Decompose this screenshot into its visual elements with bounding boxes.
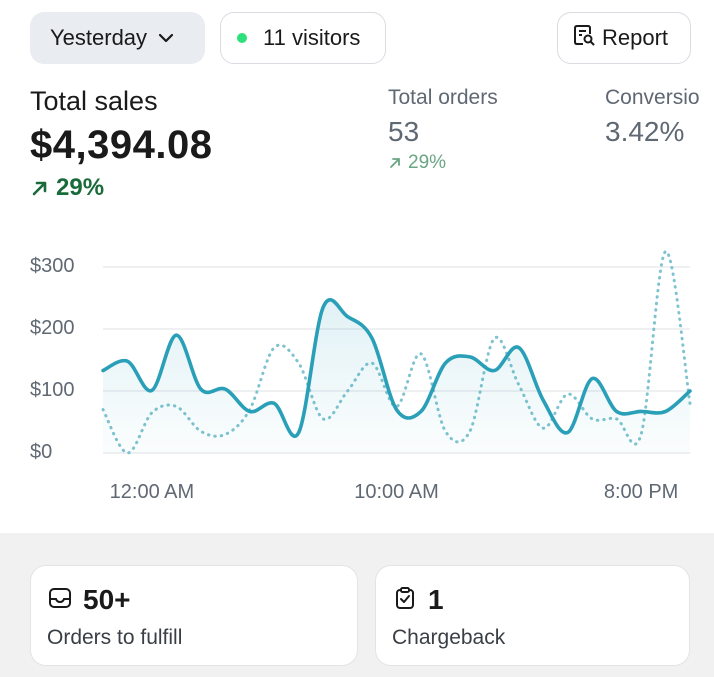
live-dot-icon: [237, 33, 247, 43]
conversion-value: 3.42%: [605, 116, 685, 147]
y-tick-label: $100: [30, 379, 75, 401]
current-series-line: [101, 298, 692, 438]
conversion-metric[interactable]: Conversio 3.42%: [605, 86, 700, 148]
y-tick-label: $300: [30, 255, 75, 277]
total-orders-value: 53: [388, 116, 420, 147]
bottom-panel: 50+ Orders to fulfill 1 Chargeback: [0, 533, 714, 677]
x-tick-label: 12:00 AM: [109, 481, 195, 503]
chargeback-label: Chargeback: [392, 626, 506, 649]
sales-chart[interactable]: $300 $200 $100 $0 12:00 AM 10:00 AM 8:00 PM: [0, 245, 714, 510]
y-tick-label: $0: [30, 441, 53, 463]
toolbar: Yesterday 11 visitors Report: [0, 12, 714, 64]
total-sales-metric[interactable]: Total sales $4,394.08 29%: [30, 86, 212, 202]
clipboard-check-icon: [392, 585, 418, 616]
report-label: Report: [602, 25, 669, 50]
date-range-label: Yesterday: [50, 25, 148, 50]
date-range-button[interactable]: Yesterday: [30, 12, 205, 64]
inbox-icon: [47, 585, 73, 616]
total-orders-label: Total orders: [388, 86, 498, 109]
total-sales-delta: 29%: [30, 174, 212, 202]
chevron-down-icon: [157, 32, 175, 44]
sales-chart-plot: [101, 249, 692, 455]
total-orders-delta: 29%: [388, 152, 498, 174]
total-sales-label: Total sales: [30, 86, 158, 116]
x-tick-label: 10:00 AM: [354, 481, 439, 503]
live-visitors-button[interactable]: 11 visitors: [220, 12, 386, 64]
arrow-up-right-icon: [32, 181, 47, 196]
orders-to-fulfill-label: Orders to fulfill: [47, 626, 183, 649]
x-tick-label: 8:00 PM: [603, 481, 679, 503]
total-orders-metric[interactable]: Total orders 53 29%: [388, 86, 498, 174]
visitors-label: 11 visitors: [263, 25, 361, 50]
chargeback-card[interactable]: 1 Chargeback: [375, 565, 690, 666]
series-area: [103, 299, 690, 453]
orders-to-fulfill-count: 50+: [83, 584, 131, 615]
conversion-label: Conversio: [605, 86, 700, 109]
report-button[interactable]: Report: [557, 12, 691, 64]
orders-to-fulfill-card[interactable]: 50+ Orders to fulfill: [30, 565, 358, 666]
arrow-up-right-icon: [390, 158, 400, 168]
chargeback-count: 1: [428, 584, 444, 615]
total-orders-delta-value: 29%: [408, 152, 447, 173]
report-icon: [572, 23, 602, 53]
y-tick-label: $200: [30, 317, 75, 339]
total-sales-delta-value: 29%: [56, 174, 105, 201]
total-sales-value: $4,394.08: [30, 123, 213, 167]
